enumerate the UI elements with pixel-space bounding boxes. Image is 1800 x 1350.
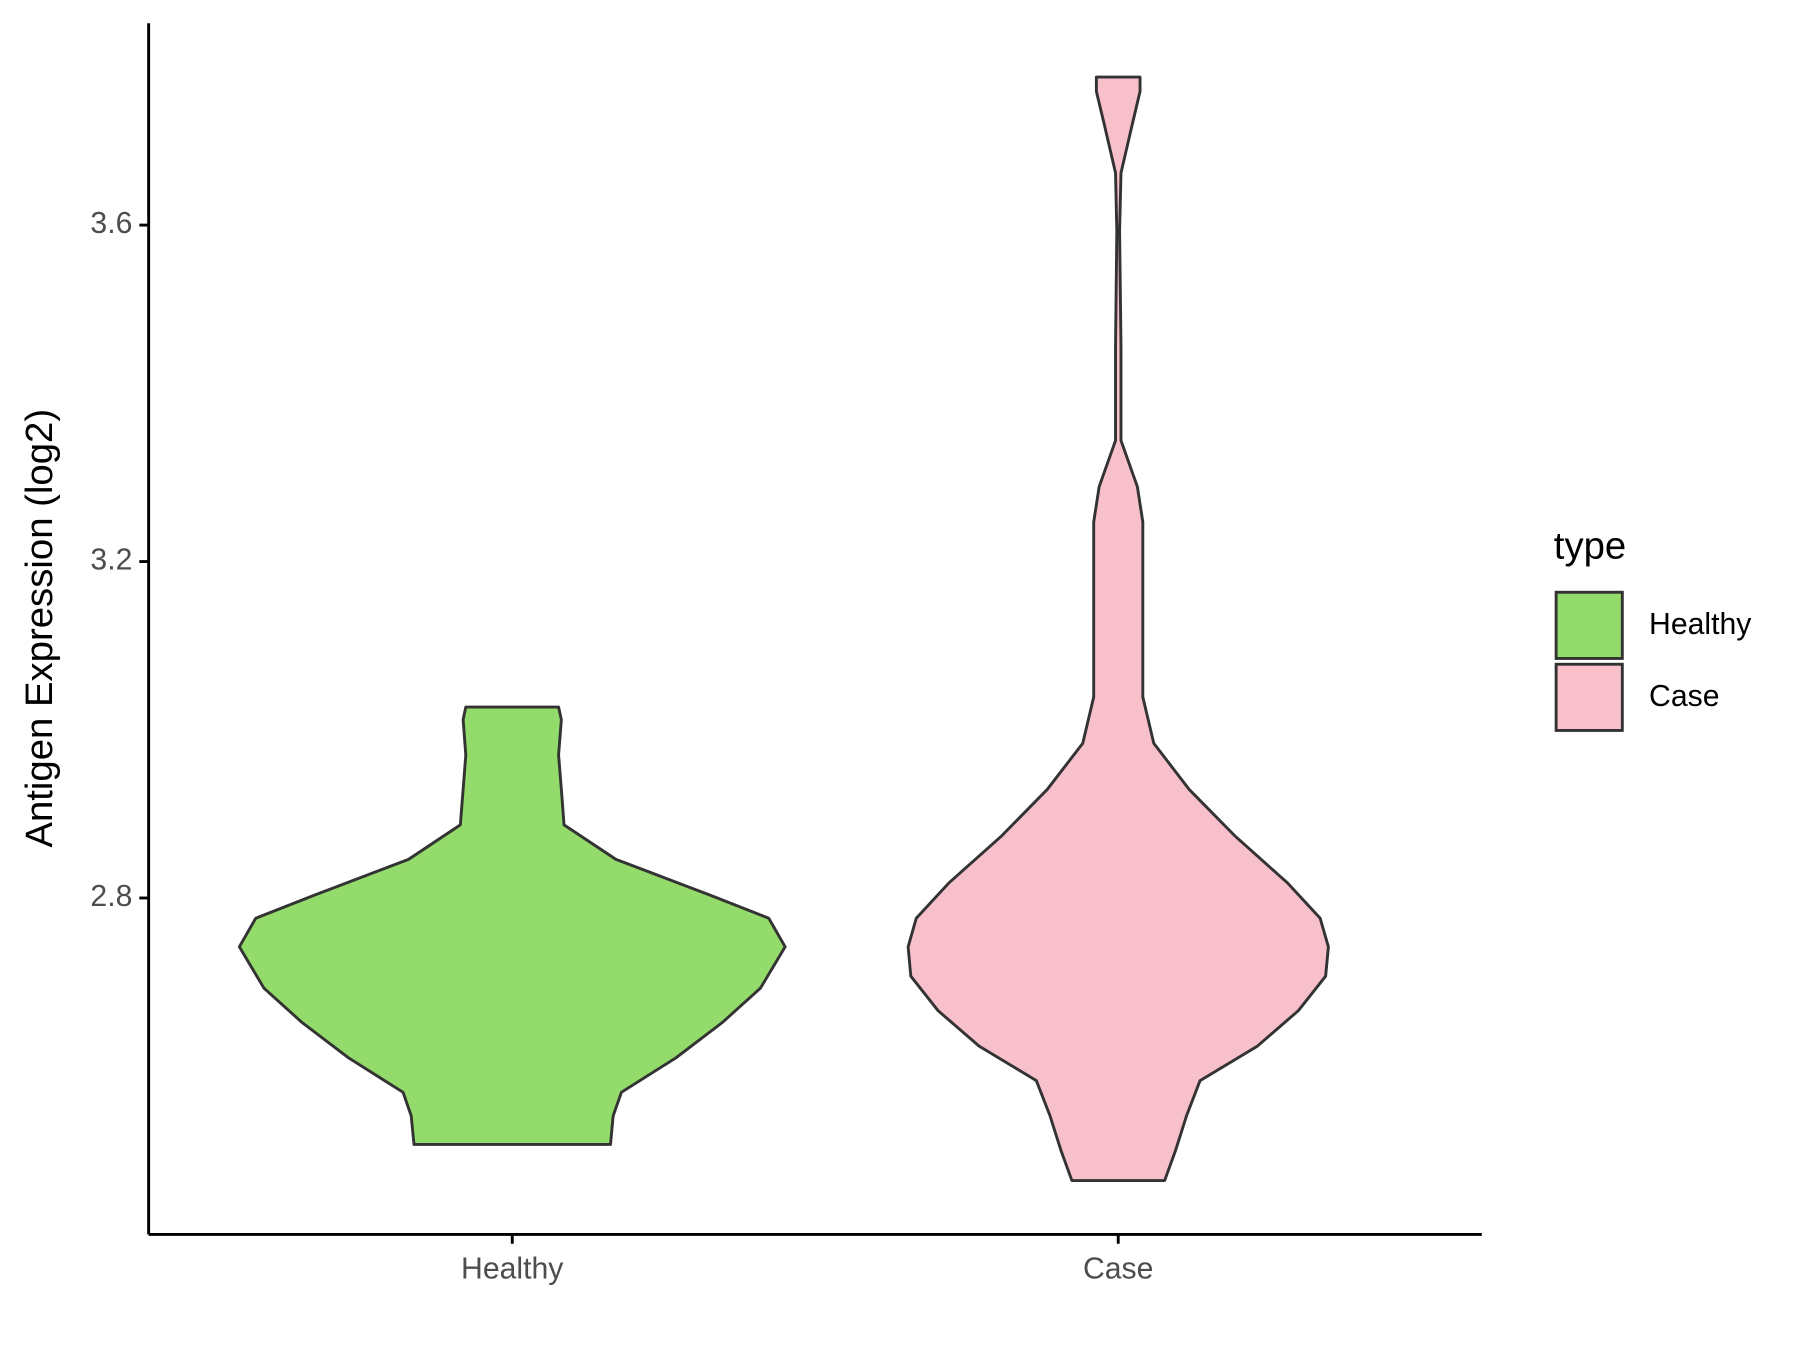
- x-tick-label: Case: [1083, 1252, 1153, 1285]
- y-tick-label: 3.6: [90, 207, 132, 240]
- legend-title: type: [1554, 524, 1626, 567]
- legend-label: Case: [1649, 680, 1719, 713]
- violin: [237, 705, 787, 1146]
- plot-root: Antigen Expression (log2) type 2.8 3.2 3.6…: [18, 23, 1752, 1285]
- legend-swatch: [1554, 590, 1624, 660]
- legend-label: Healthy: [1649, 608, 1752, 641]
- y-tick-label: 2.8: [90, 880, 132, 913]
- x-tick-label: Healthy: [461, 1252, 564, 1285]
- y-axis-label: Antigen Expression (log2): [18, 409, 61, 848]
- legend-swatch: [1554, 662, 1624, 732]
- y-tick-label: 3.2: [90, 544, 132, 577]
- violin: [906, 75, 1330, 1183]
